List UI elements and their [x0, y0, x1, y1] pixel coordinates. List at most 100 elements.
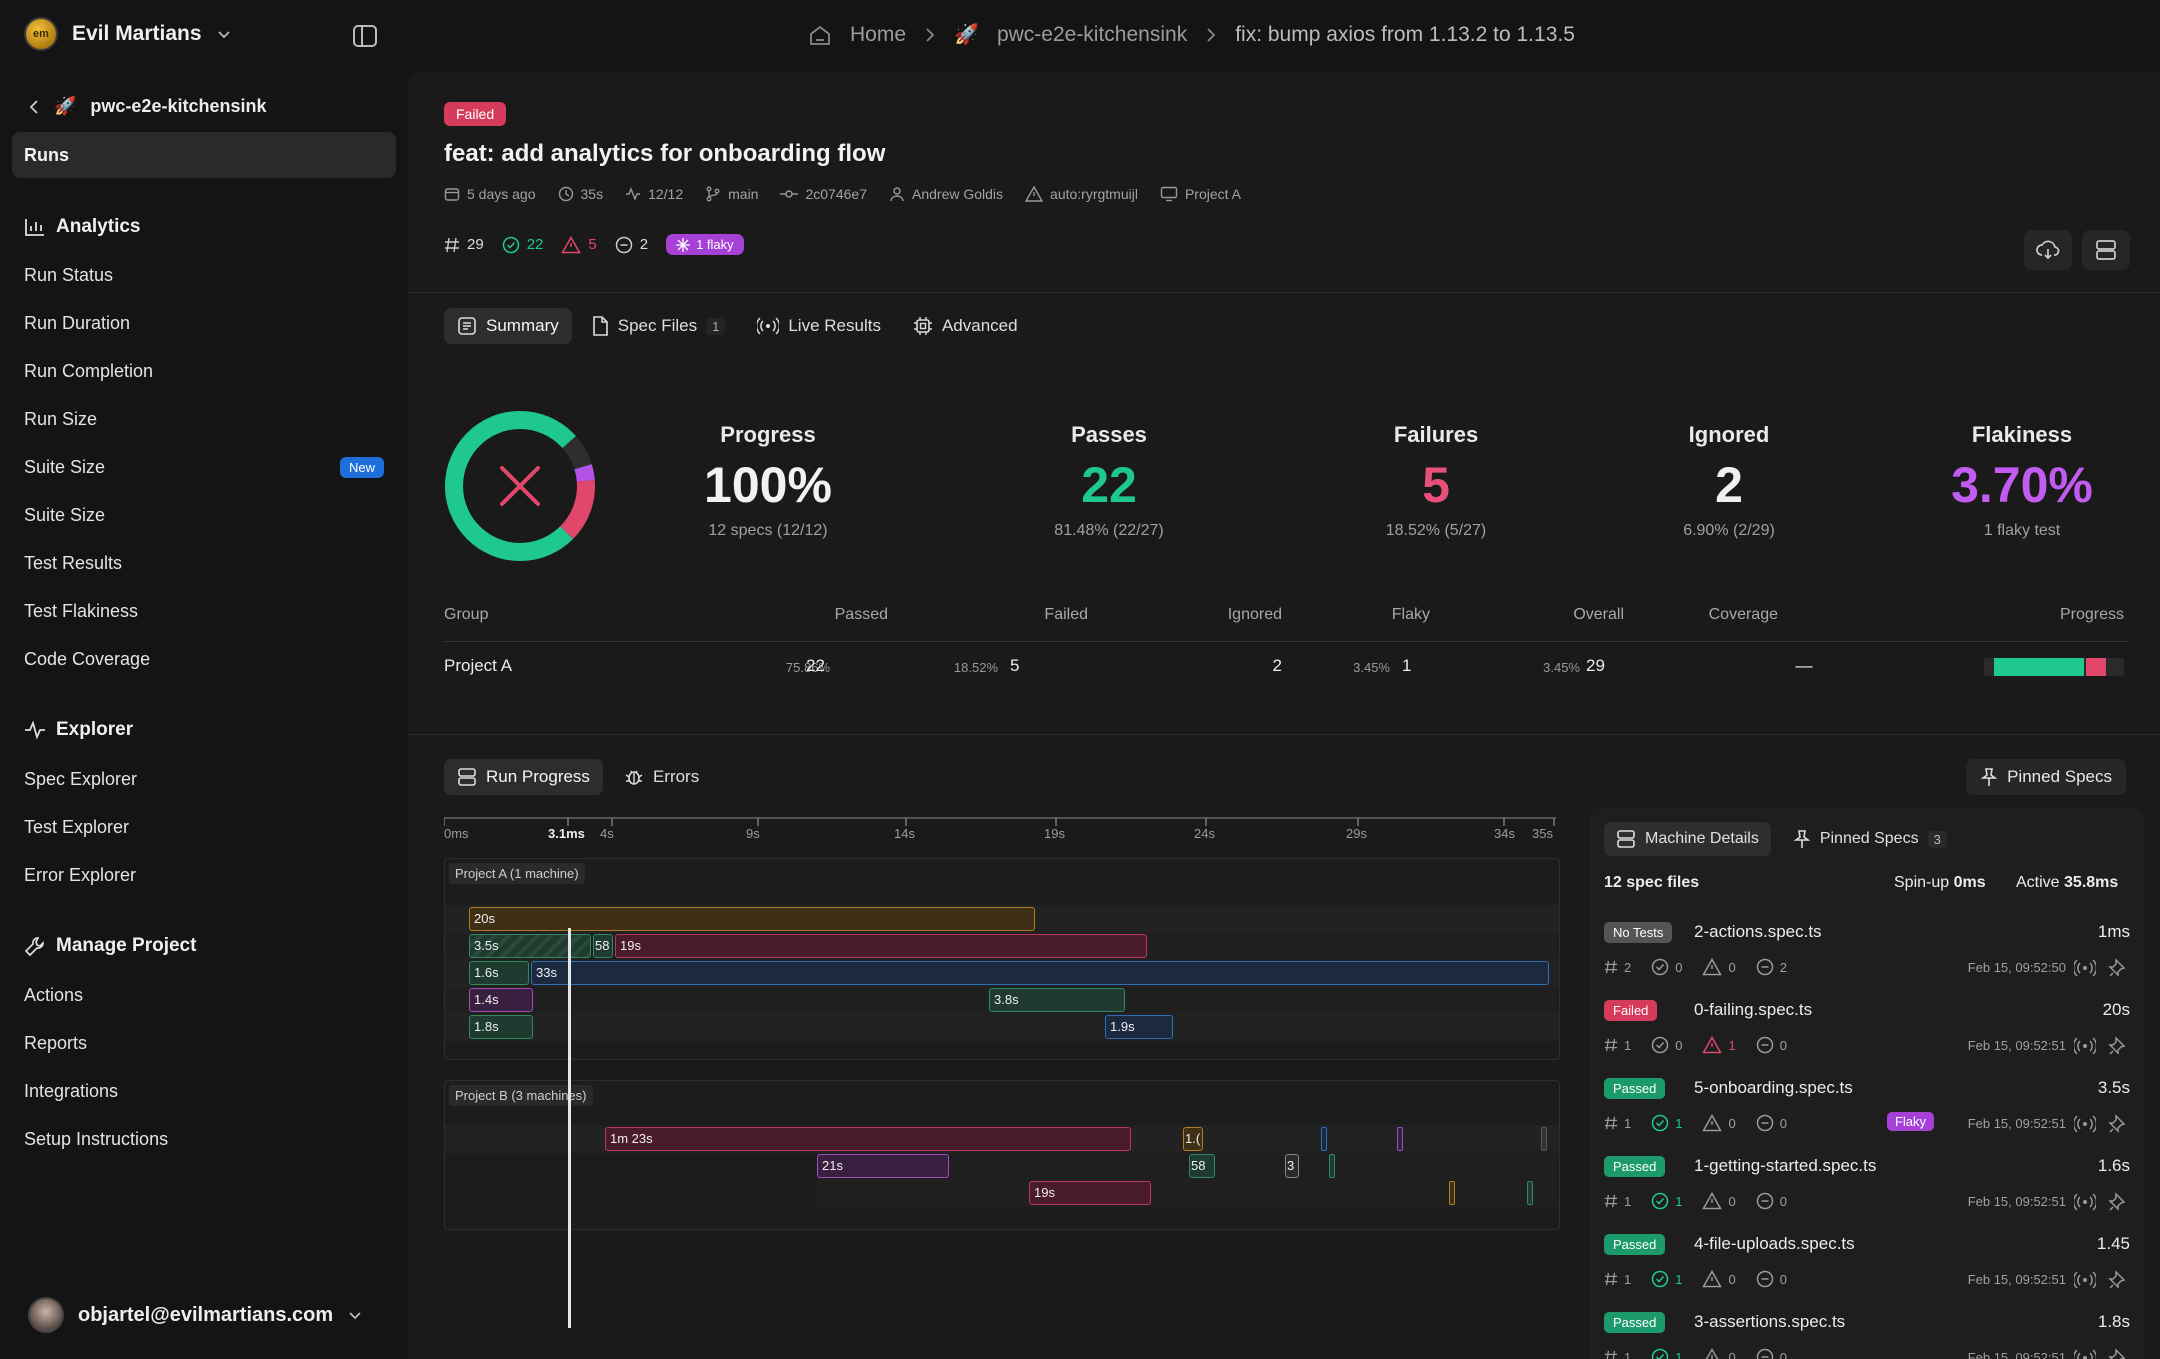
timeline-mini-bar[interactable]: [1397, 1127, 1403, 1151]
check-circle-icon: [1651, 1348, 1669, 1359]
sidebar-item-runs[interactable]: Runs: [12, 132, 396, 178]
sidebar-item-reports[interactable]: Reports: [24, 1033, 88, 1053]
timeline-bar[interactable]: 3.5s: [469, 934, 591, 958]
pin-icon[interactable]: [2108, 1192, 2128, 1212]
meta-commit[interactable]: 2c0746e7: [780, 186, 867, 202]
timeline-bar[interactable]: 3: [1285, 1154, 1299, 1178]
timeline-bar[interactable]: 1.9s: [1105, 1015, 1173, 1039]
timeline-mini-bar[interactable]: [1449, 1181, 1455, 1205]
spec-name[interactable]: 4-file-uploads.spec.ts: [1694, 1234, 1855, 1253]
sidebar-item-actions[interactable]: Actions: [24, 985, 84, 1005]
timeline-bar[interactable]: 58: [593, 934, 613, 958]
timeline-bar[interactable]: 1.(: [1183, 1127, 1203, 1151]
table-cell-group[interactable]: Project A: [444, 656, 513, 675]
spec-name[interactable]: 5-onboarding.spec.ts: [1694, 1078, 1853, 1097]
sidebar: 🚀 pwc-e2e-kitchensink Runs Analytics Run…: [0, 72, 406, 1359]
broadcast-icon[interactable]: [2074, 1192, 2096, 1212]
meta-branch[interactable]: main: [705, 186, 758, 202]
user-email: objartel@evilmartians.com: [78, 1303, 334, 1326]
chevron-right-icon: [1205, 27, 1217, 43]
sidebar-item-test-explorer[interactable]: Test Explorer: [24, 817, 130, 837]
timeline-bar[interactable]: 1.6s: [469, 961, 529, 985]
broadcast-icon[interactable]: [2074, 958, 2096, 978]
run-timeline: 0ms 3.1ms 4s 9s 14s 19s 24s 29s 34s 35s …: [444, 816, 1560, 1336]
sidebar-item-setup-instructions[interactable]: Setup Instructions: [24, 1129, 169, 1149]
breadcrumb-home[interactable]: Home: [850, 22, 907, 46]
spec-row[interactable]: Passed 3-assertions.spec.ts 1.8s 1 1 0 0…: [1604, 1312, 2130, 1359]
pin-icon[interactable]: [2108, 958, 2128, 978]
spec-row[interactable]: No Tests 2-actions.spec.ts 1ms 2 0 0 2 F…: [1604, 922, 2130, 1000]
spec-name[interactable]: 3-assertions.spec.ts: [1694, 1312, 1846, 1331]
chevron-down-icon: [347, 1307, 363, 1323]
sidebar-item-test-results[interactable]: Test Results: [24, 553, 123, 573]
timeline-mini-bar[interactable]: [1329, 1154, 1335, 1178]
spec-name[interactable]: 2-actions.spec.ts: [1694, 922, 1822, 941]
timeline-bar[interactable]: 33s: [531, 961, 1549, 985]
tab-run-progress[interactable]: Run Progress: [444, 759, 603, 795]
sidebar-item-run-completion[interactable]: Run Completion: [24, 361, 154, 381]
spec-name[interactable]: 0-failing.spec.ts: [1694, 1000, 1813, 1019]
server-button[interactable]: [2082, 230, 2130, 270]
timeline-bar[interactable]: 1m 23s: [605, 1127, 1131, 1151]
org-switcher[interactable]: em Evil Martians: [24, 17, 232, 51]
sidebar-item-error-explorer[interactable]: Error Explorer: [24, 865, 137, 885]
timeline-bar[interactable]: 20s: [469, 907, 1035, 931]
timeline-bar[interactable]: 19s: [1029, 1181, 1151, 1205]
timeline-mini-bar[interactable]: [1321, 1127, 1327, 1151]
spec-row[interactable]: Passed 1-getting-started.spec.ts 1.6s 1 …: [1604, 1156, 2130, 1234]
tab-spec-files[interactable]: Spec Files 1: [578, 308, 739, 344]
sidebar-item-test-flakiness[interactable]: Test Flakiness: [24, 601, 139, 621]
spec-count-failed: 0: [1702, 1348, 1736, 1359]
pin-icon[interactable]: [2108, 1114, 2128, 1134]
tab-machine-details[interactable]: Machine Details: [1604, 822, 1771, 856]
breadcrumb-project[interactable]: pwc-e2e-kitchensink: [996, 22, 1188, 46]
broadcast-icon[interactable]: [2074, 1348, 2096, 1359]
check-circle-icon: [502, 236, 519, 253]
minus-circle-icon: [1756, 1348, 1773, 1359]
broadcast-icon[interactable]: [2074, 1114, 2096, 1134]
tab-advanced[interactable]: Advanced: [900, 308, 1031, 344]
timeline-cursor[interactable]: [568, 928, 571, 1328]
timeline-bar[interactable]: 1.4s: [469, 988, 533, 1012]
user-menu[interactable]: objartel@evilmartians.com: [28, 1297, 363, 1333]
broadcast-icon: [757, 317, 780, 335]
sidebar-item-spec-explorer[interactable]: Spec Explorer: [24, 769, 138, 789]
sidebar-item-run-size[interactable]: Run Size: [24, 409, 98, 429]
col-header-group: Group: [444, 606, 489, 623]
tick-label: 0ms: [444, 826, 469, 841]
spec-row[interactable]: Failed 0-failing.spec.ts 20s 1 0 1 0 Feb…: [1604, 1000, 2130, 1078]
spec-name[interactable]: 1-getting-started.spec.ts: [1694, 1156, 1877, 1175]
sidebar-toggle-icon[interactable]: [352, 24, 378, 48]
sidebar-item-suite-size[interactable]: Suite Size: [24, 505, 106, 525]
spec-row[interactable]: Passed 5-onboarding.spec.ts 3.5s 1 1 0 0…: [1604, 1078, 2130, 1156]
pin-icon[interactable]: [2108, 1348, 2128, 1359]
timeline-bar[interactable]: 19s: [615, 934, 1147, 958]
timeline-mini-bar[interactable]: [1541, 1127, 1547, 1151]
timeline-bar[interactable]: 1.8s: [469, 1015, 533, 1039]
hash-icon: [445, 237, 459, 252]
timeline-bar[interactable]: 3.8s: [989, 988, 1125, 1012]
sidebar-item-integrations[interactable]: Integrations: [24, 1081, 119, 1101]
pin-icon[interactable]: [2108, 1270, 2128, 1290]
tab-live-results[interactable]: Live Results: [744, 308, 894, 344]
tab-errors[interactable]: Errors: [611, 759, 712, 795]
flaky-badge: 1 flaky: [666, 234, 744, 255]
pinned-specs-button[interactable]: Pinned Specs: [1966, 759, 2126, 795]
sidebar-item-run-duration[interactable]: Run Duration: [24, 313, 131, 333]
sidebar-item-code-coverage[interactable]: Code Coverage: [24, 649, 151, 669]
ring-failed-segment: [445, 411, 595, 561]
download-button[interactable]: [2024, 230, 2072, 270]
tab-pinned-specs[interactable]: Pinned Specs 3: [1781, 822, 1959, 856]
broadcast-icon[interactable]: [2074, 1036, 2096, 1056]
timeline-mini-bar[interactable]: [1527, 1181, 1533, 1205]
project-back-link[interactable]: 🚀 pwc-e2e-kitchensink: [28, 96, 266, 117]
spec-row[interactable]: Passed 4-file-uploads.spec.ts 1.45 1 1 0…: [1604, 1234, 2130, 1312]
active-stat: Active 35.8ms: [2016, 874, 2119, 891]
tab-summary[interactable]: Summary: [444, 308, 572, 344]
broadcast-icon[interactable]: [2074, 1270, 2096, 1290]
sidebar-item-run-status[interactable]: Run Status: [24, 265, 114, 285]
pin-icon[interactable]: [2108, 1036, 2128, 1056]
timeline-bar[interactable]: 58: [1189, 1154, 1215, 1178]
sidebar-item-suite-size-new[interactable]: Suite Size: [24, 457, 106, 477]
timeline-bar[interactable]: 21s: [817, 1154, 949, 1178]
